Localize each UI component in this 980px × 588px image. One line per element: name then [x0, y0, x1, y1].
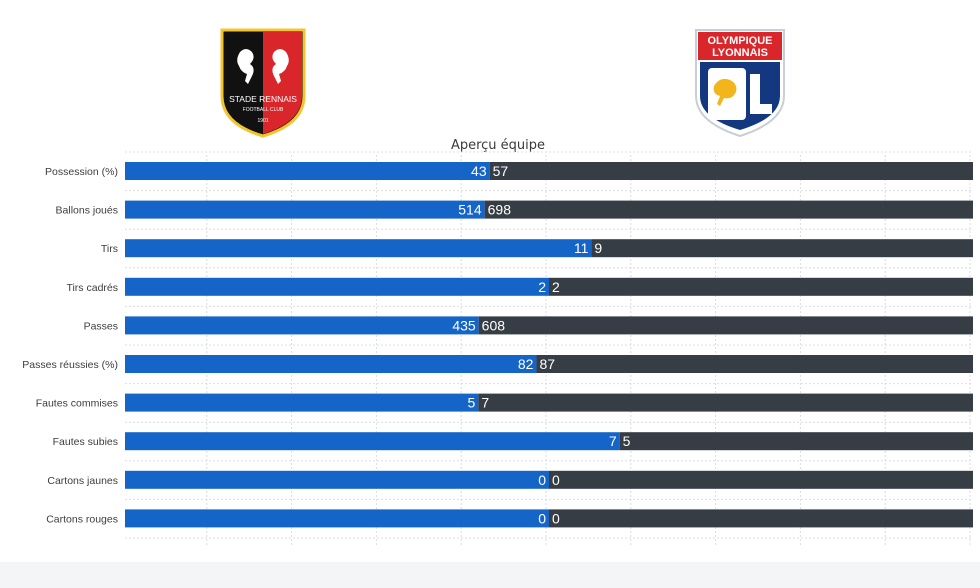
home-bar	[125, 200, 485, 219]
category-label: Passes	[84, 320, 118, 332]
away-value-label: 7	[481, 395, 489, 411]
away-value-label: 87	[539, 356, 555, 372]
away-value-label: 0	[552, 472, 560, 488]
home-bar	[125, 277, 549, 296]
crest-year: 1901	[257, 118, 268, 124]
home-value-label: 435	[452, 317, 476, 333]
home-value-label: 11	[574, 240, 589, 256]
crest-line2: LYONNAIS	[712, 47, 768, 59]
home-value-label: 0	[538, 472, 546, 488]
home-value-label: 2	[538, 279, 546, 295]
category-label: Cartons rouges	[46, 513, 118, 525]
away-value-label: 2	[552, 279, 560, 295]
away-value-label: 698	[488, 202, 512, 218]
category-label: Fautes subies	[53, 436, 118, 448]
crest-name: STADE RENNAIS	[229, 94, 297, 104]
away-bar	[549, 509, 973, 528]
category-label: Ballons joués	[56, 205, 118, 217]
away-value-label: 5	[623, 433, 631, 449]
away-value-label: 608	[482, 317, 506, 333]
home-bar	[125, 470, 549, 489]
home-value-label: 7	[609, 433, 617, 449]
away-value-label: 0	[552, 510, 560, 526]
category-label: Possession (%)	[45, 166, 118, 178]
home-value-label: 5	[468, 395, 476, 411]
away-value-label: 57	[493, 163, 509, 179]
home-bar	[125, 355, 537, 373]
crest-sub: FOOTBALL CLUB	[243, 107, 284, 113]
home-bar	[125, 239, 592, 258]
stade-rennais-logo: STADE RENNAIS FOOTBALL CLUB 1901	[220, 28, 306, 138]
home-bar	[125, 509, 549, 528]
home-bar	[125, 393, 479, 412]
away-bar	[478, 316, 973, 335]
away-bar	[536, 355, 973, 373]
away-bar	[478, 393, 973, 412]
home-value-label: 43	[471, 163, 487, 179]
category-label: Tirs	[101, 243, 118, 255]
away-bar	[549, 470, 973, 489]
chart-title: Aperçu équipe	[450, 138, 546, 153]
category-label: Fautes commises	[36, 398, 118, 410]
home-value-label: 514	[458, 202, 482, 218]
away-bar	[484, 200, 973, 219]
category-label: Tirs cadrés	[66, 282, 118, 294]
away-value-label: 9	[594, 240, 602, 256]
category-label: Passes réussies (%)	[22, 359, 118, 371]
away-bar	[489, 162, 973, 180]
away-bar	[619, 432, 973, 451]
home-value-label: 0	[538, 510, 546, 526]
footer-strip	[0, 562, 980, 588]
olympique-lyonnais-logo: OLYMPIQUE LYONNAIS	[695, 29, 785, 138]
home-bar	[125, 162, 490, 180]
away-bar	[549, 277, 973, 296]
home-bar	[125, 432, 620, 451]
home-value-label: 82	[518, 356, 534, 372]
home-bar	[125, 316, 479, 335]
category-label: Cartons jaunes	[47, 475, 118, 487]
crest-line1: OLYMPIQUE	[708, 35, 773, 47]
away-bar	[591, 239, 973, 258]
